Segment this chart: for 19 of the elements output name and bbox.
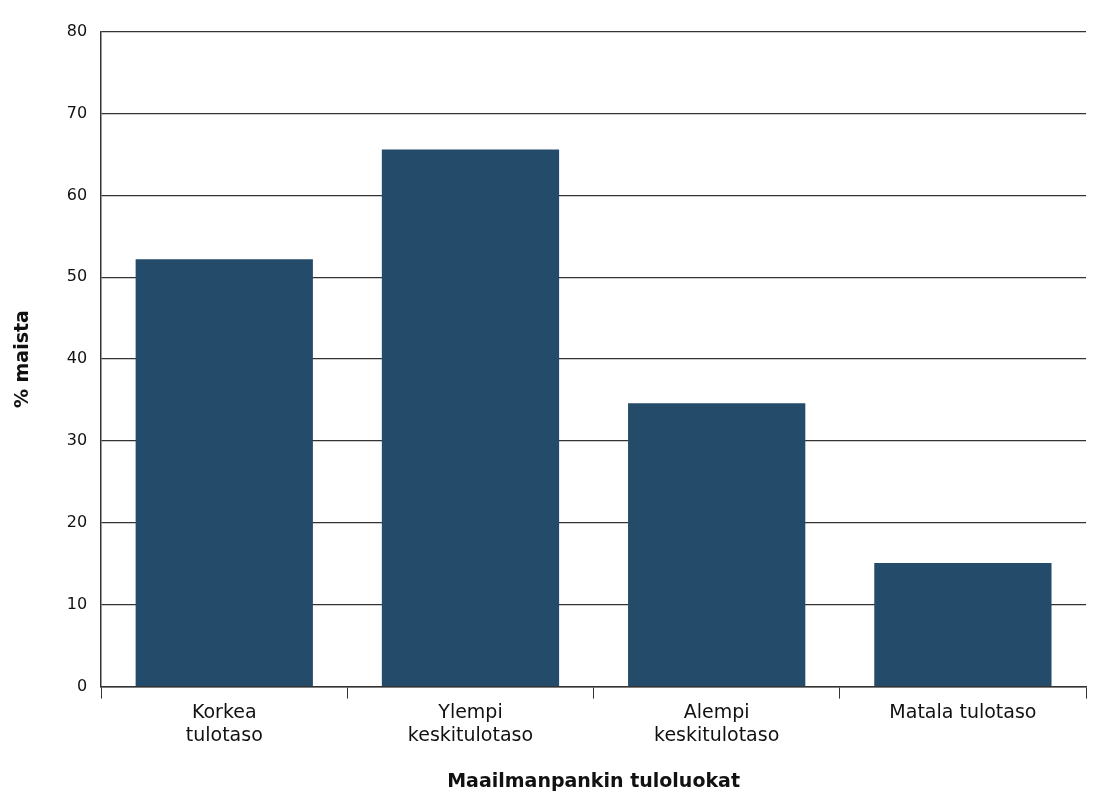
y-tick-label: 80 xyxy=(66,20,88,40)
y-tick-label: 10 xyxy=(66,593,88,613)
bar xyxy=(628,403,806,686)
y-axis-title: % maista xyxy=(10,310,33,409)
x-axis-title: Maailmanpankin tuloluokat xyxy=(447,768,740,791)
y-tick-label: 70 xyxy=(66,102,88,122)
y-tick-label: 60 xyxy=(66,184,88,204)
bar xyxy=(381,149,560,686)
bar xyxy=(874,562,1052,686)
y-tick-label: 0 xyxy=(76,675,88,695)
x-tick-label: Alempi keskitulotaso xyxy=(654,699,780,745)
x-tick-label: Korkea tulotaso xyxy=(185,699,263,745)
y-tick-label: 40 xyxy=(66,348,88,368)
y-tick-label: 20 xyxy=(66,512,88,532)
bar xyxy=(135,259,313,686)
x-tick-label: Matala tulotaso xyxy=(889,699,1037,722)
y-tick-label: 30 xyxy=(66,430,88,450)
y-tick-label: 50 xyxy=(66,266,88,286)
x-tick-label: Ylempi keskitulotaso xyxy=(407,699,534,745)
